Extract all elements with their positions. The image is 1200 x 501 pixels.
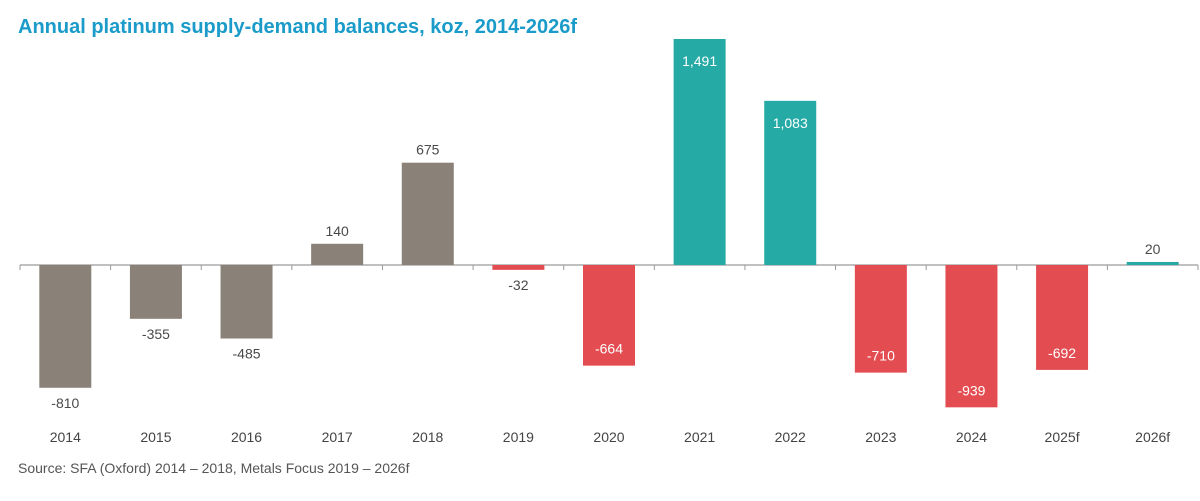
- bar-chart: -810 2014 -355 2015 -485 2016 140 2017 675 2018 -3…: [19, 39, 1199, 445]
- data-label-2023: -710: [867, 348, 895, 364]
- bar-2017: [311, 243, 364, 265]
- bar-2015: [129, 265, 182, 319]
- data-label-2014: -810: [51, 395, 79, 411]
- x-tick-label-2015: 2015: [140, 429, 171, 445]
- data-label-2026f: 20: [1145, 241, 1161, 257]
- x-tick-label-2019: 2019: [503, 429, 534, 445]
- chart-title: Annual platinum supply-demand balances, …: [18, 16, 578, 38]
- x-tick-label-2018: 2018: [412, 429, 443, 445]
- bar-2024: [945, 265, 998, 408]
- bar-2016: [220, 265, 273, 339]
- x-tick-label-2022: 2022: [775, 429, 806, 445]
- data-label-2021: 1,491: [682, 53, 717, 69]
- bar-2021: [673, 39, 726, 265]
- source-note: Source: SFA (Oxford) 2014 – 2018, Metals…: [18, 460, 410, 476]
- bar-2014: [39, 265, 92, 388]
- bar-2019: [492, 265, 545, 270]
- bar-2022: [764, 100, 817, 266]
- data-label-2024: -939: [957, 382, 985, 398]
- x-tick-label-2016: 2016: [231, 429, 262, 445]
- data-label-2022: 1,083: [773, 115, 808, 131]
- bar-2026f: [1126, 261, 1179, 265]
- bar-2018: [401, 162, 454, 265]
- x-tick-label-2025f: 2025f: [1045, 429, 1080, 445]
- data-label-2017: 140: [325, 223, 349, 239]
- x-tick-label-2023: 2023: [865, 429, 896, 445]
- data-label-2018: 675: [416, 142, 440, 158]
- x-tick-label-2026f: 2026f: [1135, 429, 1170, 445]
- bar-2023: [854, 265, 907, 373]
- bar-2025f: [1036, 265, 1089, 370]
- bar-2020: [583, 265, 635, 366]
- x-tick-label-2017: 2017: [322, 429, 353, 445]
- x-tick-label-2021: 2021: [684, 429, 715, 445]
- x-tick-label-2024: 2024: [956, 429, 987, 445]
- data-label-2019: -32: [508, 277, 528, 293]
- data-label-2020: -664: [595, 341, 623, 357]
- x-tick-label-2020: 2020: [593, 429, 624, 445]
- data-label-2015: -355: [142, 326, 170, 342]
- data-label-2016: -485: [233, 346, 261, 362]
- x-tick-label-2014: 2014: [50, 429, 81, 445]
- data-label-2025f: -692: [1048, 345, 1076, 361]
